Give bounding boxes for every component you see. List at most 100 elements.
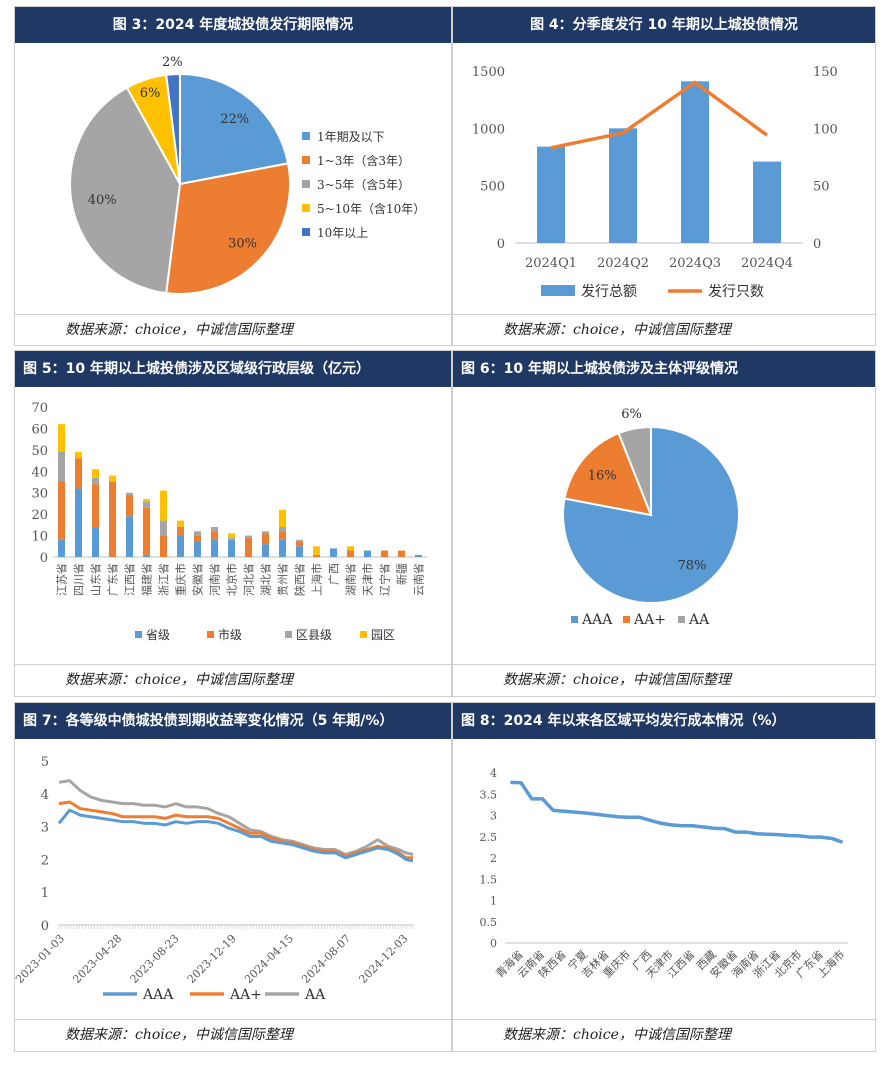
legend-label: AA	[304, 987, 326, 1003]
slice-label: 6%	[621, 407, 642, 422]
legend-label: 1~3年（含3年）	[317, 153, 410, 168]
legend-swatch	[360, 631, 367, 638]
legend-swatch	[678, 616, 685, 623]
pie-slice	[165, 162, 291, 295]
bar	[330, 548, 337, 557]
legend-label: AAA	[581, 612, 613, 628]
chart-fig7: 0 1 2 3 4 5 2023-01-03 2023-04-28 2023-08-23 2023…	[15, 755, 414, 1003]
bar	[143, 501, 150, 508]
x-tick-label: 2024-08-07	[299, 932, 353, 986]
y-tick-label: 500	[480, 180, 505, 195]
panel-fig4: 图 4：分季度发行 10 年期以上城投债情况 0 500 1000 1500 0 50 10…	[452, 6, 876, 346]
x-tick-label: 湖南省	[345, 563, 358, 596]
y-tick-label: 20	[31, 508, 48, 523]
bar	[92, 469, 99, 478]
panel-fig8: 图 8：2024 年以来各区域平均发行成本情况（%） 0 0.5 1 1.5 2 2.5 3…	[452, 702, 876, 1052]
panel-fig3: 图 3：2024 年度城投债发行期限情况 22% 30% 40% 6% 2% 1年期及以下…	[14, 6, 452, 346]
y-tick-label: 3.5	[480, 788, 498, 801]
x-tick-label: 福建省	[140, 563, 154, 596]
y-tick-label: 1.5	[480, 873, 498, 886]
legend-label: AA+	[229, 987, 262, 1003]
legend-label: 区县级	[296, 628, 332, 642]
y-tick-label: 30	[31, 487, 48, 502]
y-tick-label: 0	[40, 551, 48, 566]
y-tick-label: 5	[41, 755, 49, 770]
bar	[347, 550, 354, 557]
bar	[681, 81, 709, 243]
y-tick-label: 3	[490, 810, 497, 823]
chart-title: 图 3：2024 年度城投债发行期限情况	[15, 7, 451, 43]
bar	[177, 527, 184, 536]
bar	[58, 539, 65, 557]
bar	[126, 494, 133, 517]
bar	[245, 535, 252, 538]
bar	[92, 527, 99, 557]
y-tick-label: 1500	[472, 65, 505, 80]
legend-label: 3~5年（含5年）	[317, 177, 410, 192]
legend-label: 市级	[218, 627, 242, 642]
x-tick-label: 湖北省	[260, 563, 273, 596]
y-tick-label: 1	[41, 886, 49, 901]
pie-slice	[69, 86, 182, 295]
bar	[126, 492, 133, 495]
legend-swatch	[302, 180, 310, 188]
bar	[262, 531, 269, 534]
bar	[75, 488, 82, 557]
y-tick-label: 40	[31, 465, 48, 480]
bar	[279, 509, 286, 527]
y-tick-label: 2	[490, 852, 497, 865]
bar	[75, 458, 82, 489]
x-tick-label: 重庆市	[174, 563, 188, 596]
legend-swatch	[302, 156, 310, 164]
legend-label: AA+	[633, 612, 666, 628]
y2-tick-label: 50	[813, 180, 830, 195]
bar	[279, 527, 286, 532]
chart-title: 图 4：分季度发行 10 年期以上城投债情况	[453, 7, 875, 43]
x-tick-label: 河北省	[243, 563, 256, 596]
slice-label: 30%	[228, 237, 257, 252]
x-tick-label: 2024Q4	[741, 256, 793, 271]
pie-slice	[617, 425, 652, 516]
bar	[75, 452, 82, 459]
legend-swatch	[541, 285, 575, 296]
legend-swatch	[285, 631, 292, 638]
bar	[296, 542, 303, 547]
bar	[143, 507, 150, 555]
bar	[177, 520, 184, 527]
bar	[58, 482, 65, 540]
x-tick-label: 浙江省	[158, 563, 171, 596]
y-tick-label: 60	[31, 422, 48, 437]
slice-label: 2%	[162, 55, 183, 70]
series-line	[58, 779, 414, 856]
pie-slice	[563, 431, 653, 517]
y2-tick-label: 100	[813, 122, 838, 137]
bar	[211, 539, 218, 557]
slice-label: 78%	[677, 558, 706, 573]
bar	[92, 484, 99, 527]
chart-fig8: 00.511.522.533.54青海省云南省陕西省宁夏吉林省重庆市广西天津市江…	[480, 767, 848, 980]
bar	[364, 550, 371, 557]
y2-tick-label: 150	[813, 65, 838, 80]
bar	[296, 539, 303, 542]
series-line	[510, 780, 844, 844]
bar	[58, 452, 65, 482]
bar	[537, 146, 565, 243]
bar	[228, 539, 235, 557]
bar	[211, 531, 218, 540]
bar	[228, 537, 235, 540]
y-tick-label: 4	[41, 788, 49, 803]
bar	[245, 537, 252, 557]
bar	[279, 539, 286, 557]
data-source: 数据来源：choice，中诚信国际整理	[453, 1019, 875, 1051]
legend-label: 1年期及以下	[317, 130, 385, 144]
chart-fig3: 22% 30% 40% 6% 2% 1年期及以下 1~3年（含3年） 3~5年（含5年） 5~1…	[69, 55, 425, 295]
legend-label: 发行只数	[708, 284, 764, 300]
series-line	[550, 80, 769, 150]
y-tick-label: 0.5	[480, 916, 498, 929]
y2-tick-label: 0	[813, 237, 821, 252]
bar	[262, 544, 269, 557]
y-tick-label: 70	[31, 401, 48, 416]
legend-label: AA	[688, 612, 710, 628]
bar	[126, 516, 133, 557]
x-tick-label: 2023-01-03	[15, 932, 67, 986]
